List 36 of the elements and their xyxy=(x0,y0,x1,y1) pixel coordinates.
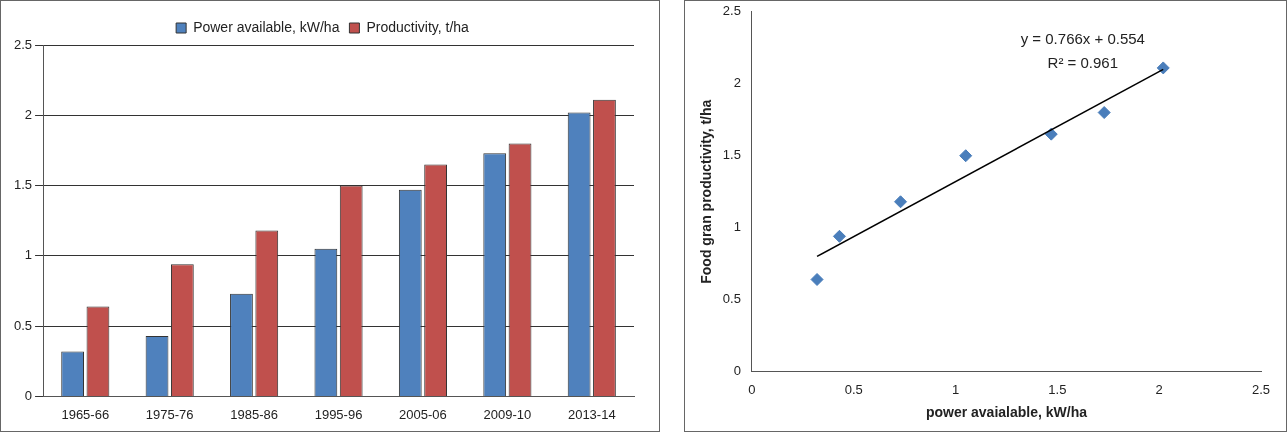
point xyxy=(1156,61,1170,75)
legend-label: Power available, kW/ha xyxy=(193,18,340,35)
annotation: y = 0.766x + 0.554 xyxy=(1020,29,1145,47)
point xyxy=(832,229,846,243)
x-tick-label: 1995-96 xyxy=(314,406,363,422)
point xyxy=(959,149,973,163)
x-tick-label: 1985-86 xyxy=(230,406,278,422)
point xyxy=(894,195,908,209)
annotation: R² = 0.961 xyxy=(1047,53,1119,71)
y-tick-label: 2 xyxy=(733,75,741,91)
y-tick-label: 0.5 xyxy=(722,291,741,307)
x-tick-label: 2009-10 xyxy=(483,406,532,422)
y-axis-title: Food gran productivity, t/ha xyxy=(698,99,715,284)
x-tick-label: 2.5 xyxy=(1251,381,1271,397)
x-tick-label: 2005-06 xyxy=(399,406,447,422)
x-tick-label: 1975-76 xyxy=(145,406,194,422)
x-tick-label: 2 xyxy=(1155,381,1163,397)
legend-label: Productivity, t/ha xyxy=(366,18,470,35)
x-tick-label: 1965-66 xyxy=(61,406,110,422)
x-tick-label: 0.5 xyxy=(844,381,863,397)
x-tick-label: 0 xyxy=(748,381,756,397)
y-tick-label: 1 xyxy=(733,219,741,235)
point xyxy=(810,272,824,286)
y-tick-label: 0.5 xyxy=(13,317,33,333)
y-tick-label: 2 xyxy=(24,106,33,122)
y-tick-label: 1.5 xyxy=(13,177,33,193)
x-tick-label: 1.5 xyxy=(1048,381,1067,397)
y-tick-label: 2.5 xyxy=(13,36,33,52)
y-tick-label: 2.5 xyxy=(722,3,741,19)
x-tick-label: 2013-14 xyxy=(567,406,616,422)
y-tick-label: 1.5 xyxy=(722,147,741,163)
x-axis-title: power avaialable, kW/ha xyxy=(925,404,1088,421)
y-tick-label: 0 xyxy=(733,363,741,379)
point xyxy=(1097,106,1111,120)
y-tick-label: 1 xyxy=(24,247,33,263)
x-tick-label: 1 xyxy=(951,381,960,397)
